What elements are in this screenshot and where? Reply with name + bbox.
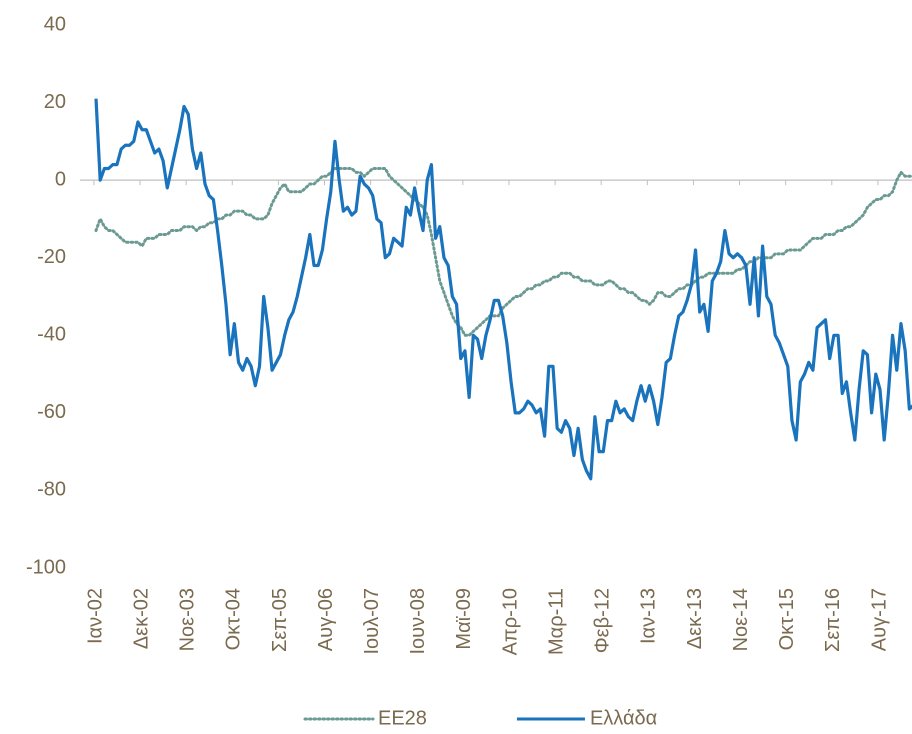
y-tick-label: 40 [44,13,66,35]
x-tick-label: Σεπ-05 [269,588,291,652]
x-tick-label: Οκτ-04 [223,588,245,650]
y-tick-label: -20 [37,246,66,268]
line-series [94,167,912,337]
y-tick-label: -100 [26,556,66,578]
legend-label: Ελλάδα [590,707,657,729]
legend-label: EE28 [378,707,427,729]
x-tick-label: Απρ-10 [499,588,521,655]
y-tick-label: -60 [37,401,66,423]
x-tick-label: Σεπ-16 [822,588,844,652]
x-tick-label: Φεβ-12 [592,588,614,653]
y-tick-label: -40 [37,324,66,346]
x-tick-label: Μαρ-11 [545,588,567,655]
x-tick-label: Οκτ-15 [776,588,798,650]
y-tick-label: 0 [55,168,66,190]
x-tick-label: Ιουν-08 [407,588,429,655]
y-tick-label: -80 [37,479,66,501]
x-tick-label: Αυγ-06 [315,588,337,651]
x-tick-label: Δεκ-13 [684,588,706,649]
x-tick-label: Νοε-14 [730,588,752,651]
x-tick-label: Ιουλ-07 [361,588,383,655]
x-tick-label: Ιαν-02 [84,588,106,644]
x-tick-label: Δεκ-02 [130,588,152,649]
x-tick-label: Αυγ-17 [868,588,890,651]
line-series [94,98,912,481]
x-tick-label: Μαϊ-09 [453,588,475,650]
x-tick-label: Νοε-03 [177,588,199,651]
x-tick-label: Ιαν-13 [638,588,660,644]
y-tick-label: 20 [44,91,66,113]
